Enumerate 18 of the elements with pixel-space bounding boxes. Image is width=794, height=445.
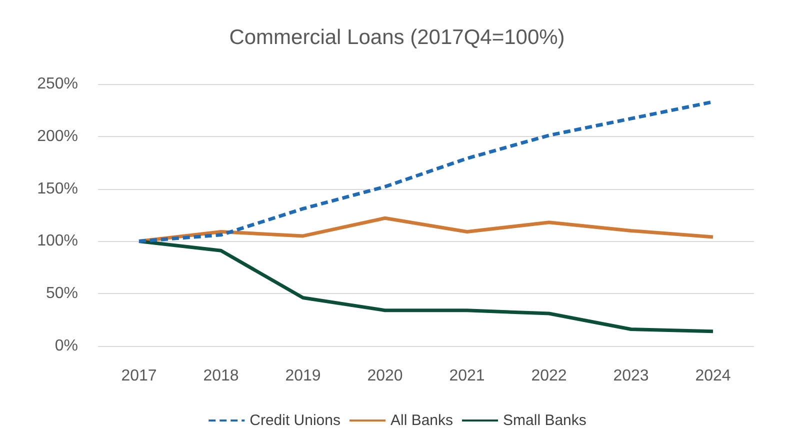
x-tick-label: 2024 xyxy=(695,368,731,384)
x-tick-label: 2020 xyxy=(367,368,403,384)
y-tick-label: 200% xyxy=(37,128,78,145)
y-tick-label: 250% xyxy=(37,76,78,92)
x-tick-label: 2023 xyxy=(613,368,649,384)
legend-label: Small Banks xyxy=(503,412,586,429)
y-tick-label: 150% xyxy=(37,180,78,198)
y-tick-label: 0% xyxy=(54,338,78,354)
legend-label: All Banks xyxy=(390,412,454,429)
x-tick-label: 2019 xyxy=(285,368,321,384)
x-tick-label: 2021 xyxy=(449,368,485,384)
x-tick-label: 2018 xyxy=(203,368,239,384)
y-tick-label: 50% xyxy=(46,285,78,302)
legend-label: Credit Unions xyxy=(250,412,340,429)
y-tick-label: 100% xyxy=(37,232,78,250)
x-tick-label: 2017 xyxy=(121,368,157,384)
x-tick-label: 2022 xyxy=(531,368,567,384)
chart-title: Commercial Loans (2017Q4=100%) xyxy=(229,26,565,49)
